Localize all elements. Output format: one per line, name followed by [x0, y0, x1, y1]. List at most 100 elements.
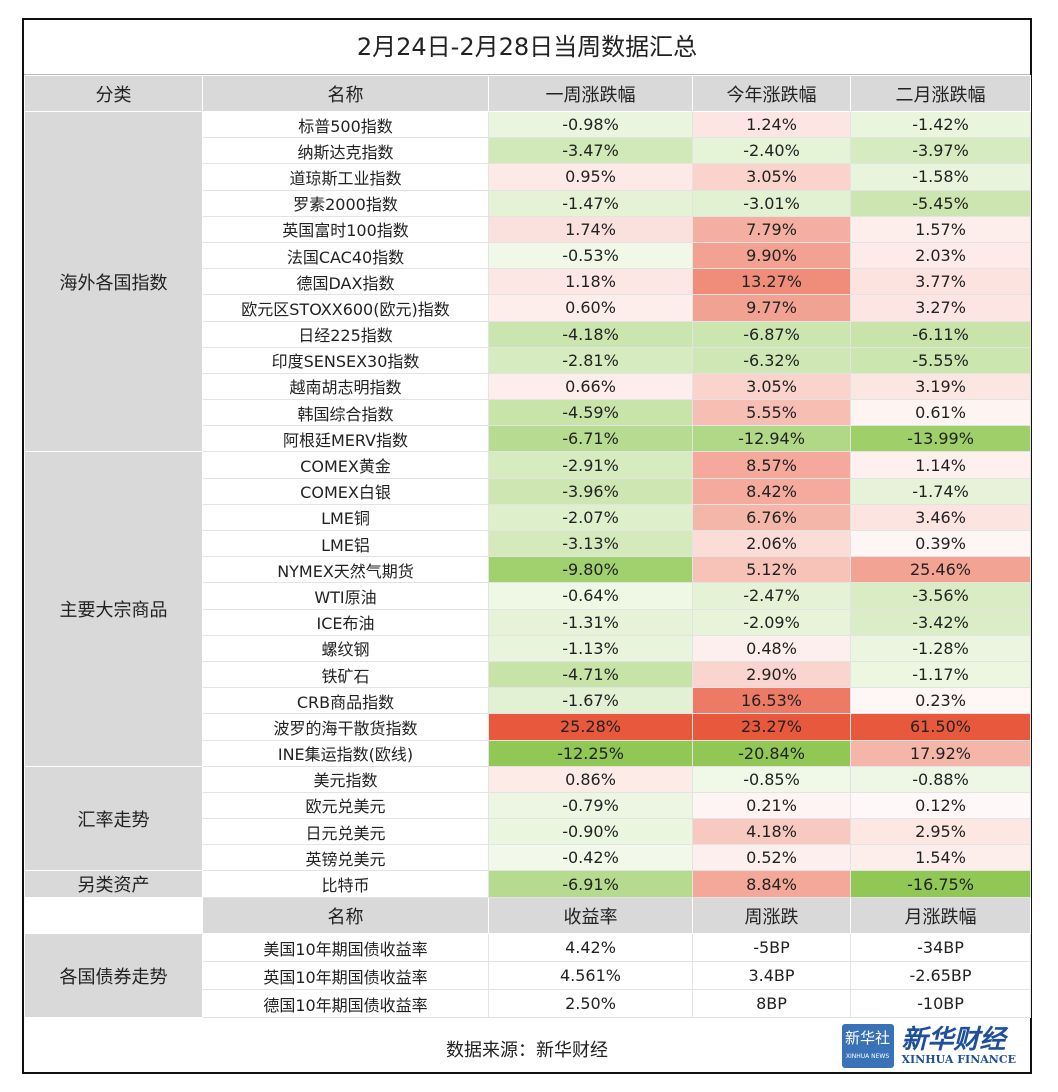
- title: 2月24日-2月28日当周数据汇总: [24, 20, 1030, 75]
- value-cell: 6.76%: [692, 503, 851, 532]
- data-row: 螺纹钢 -1.13% 0.48% -1.28%: [25, 634, 1031, 662]
- data-row: 道琼斯工业指数 0.95% 3.05% -1.58%: [25, 163, 1031, 191]
- value-cell: -6.87%: [692, 320, 851, 348]
- value-cell: 2.90%: [692, 660, 851, 689]
- value-cell: 4.42%: [488, 933, 693, 963]
- value-cell: 25.28%: [488, 713, 693, 741]
- name-cell: 日元兑美元: [202, 818, 489, 846]
- value-cell: -20.84%: [692, 739, 851, 767]
- value-cell: 9.90%: [692, 241, 851, 270]
- value-cell: -0.79%: [488, 791, 693, 820]
- source: 数据来源：新华财经: [446, 1040, 608, 1062]
- data-row: COMEX白银 -3.96% 8.42% -1.74%: [25, 477, 1031, 505]
- name-cell: COMEX黄金: [202, 451, 489, 479]
- name-cell: 纳斯达克指数: [202, 137, 489, 165]
- value-cell: -3.97%: [850, 137, 1031, 165]
- value-cell: 2.95%: [850, 818, 1031, 846]
- logo-text: XINHUA FINANCE: [901, 1053, 1017, 1067]
- value-cell: -16.75%: [850, 870, 1031, 899]
- value-cell: -2.47%: [692, 582, 851, 610]
- logo: 新华社 XINHUA NEWS 新华财经 XINHUA FINANCE: [841, 1024, 1017, 1069]
- value-cell: 3.05%: [692, 372, 851, 401]
- value-cell: -6.11%: [850, 320, 1031, 348]
- value-cell: -1.42%: [850, 110, 1031, 139]
- value-cell: 25.46%: [850, 556, 1031, 584]
- data-row: 另类资产 比特币 -6.91% 8.84% -16.75%: [24, 870, 1031, 899]
- value-cell: -0.64%: [488, 582, 693, 610]
- value-cell: 1.74%: [488, 215, 693, 243]
- value-cell: 1.54%: [850, 844, 1031, 872]
- data-row: 罗素2000指数 -1.47% -3.01% -5.45%: [25, 189, 1031, 217]
- value-cell: 8BP: [692, 989, 851, 1019]
- value-cell: 3.19%: [850, 372, 1031, 401]
- data-row: 纳斯达克指数 -3.47% -2.40% -3.97%: [25, 137, 1031, 165]
- name-cell: 英国10年期国债收益率: [202, 961, 489, 991]
- data-row: 欧元兑美元 -0.79% 0.21% 0.12%: [25, 791, 1031, 820]
- value-cell: -0.53%: [488, 241, 693, 270]
- value-cell: -2.40%: [692, 137, 851, 165]
- value-cell: -0.98%: [488, 110, 693, 139]
- data-row: 法国CAC40指数 -0.53% 9.90% 2.03%: [25, 241, 1031, 270]
- category-cell: 主要大宗商品: [24, 451, 203, 767]
- logo-text: 新华财经: [901, 1025, 1006, 1056]
- value-cell: 8.57%: [692, 451, 851, 479]
- value-cell: -1.74%: [850, 477, 1031, 505]
- value-cell: 7.79%: [692, 215, 851, 243]
- name-cell: INE集运指数(欧线): [202, 739, 489, 767]
- value-cell: 0.61%: [850, 399, 1031, 427]
- data-row: 汇率走势 美元指数 0.86% -0.85% -0.88%: [24, 765, 1031, 872]
- category-cell: 另类资产: [24, 870, 203, 899]
- name-cell: 欧元兑美元: [202, 791, 489, 820]
- header-blank: [24, 897, 203, 935]
- value-cell: 3.05%: [692, 163, 851, 191]
- header-cell: 二月涨跌幅: [850, 75, 1031, 112]
- name-cell: LME铜: [202, 503, 489, 532]
- data-table: 分类 名称 一周涨跌幅 今年涨跌幅 二月涨跌幅 海外各国指数 标普500指数 -0.98% 1.…: [24, 75, 1031, 1019]
- data-row: CRB商品指数 -1.67% 16.53% 0.23%: [25, 687, 1031, 715]
- value-cell: 17.92%: [850, 739, 1031, 767]
- name-cell: 印度SENSEX30指数: [202, 346, 489, 374]
- name-cell: 法国CAC40指数: [202, 241, 489, 270]
- value-cell: 0.66%: [488, 372, 693, 401]
- value-cell: 8.42%: [692, 477, 851, 505]
- name-cell: WTI原油: [202, 582, 489, 610]
- header-cell: 名称: [202, 897, 489, 935]
- bond-row: 英国10年期国债收益率 4.561% 3.4BP -2.65BP: [25, 961, 1031, 991]
- logo-name: 新华财经 XINHUA FINANCE: [902, 1026, 1017, 1066]
- name-cell: COMEX白银: [202, 477, 489, 505]
- value-cell: 2.50%: [488, 989, 693, 1019]
- name-cell: 英国富时100指数: [202, 215, 489, 243]
- name-cell: 欧元区STOXX600(欧元)指数: [202, 294, 489, 322]
- name-cell: 阿根廷MERV指数: [202, 425, 489, 453]
- value-cell: -4.71%: [488, 660, 693, 689]
- data-row: WTI原油 -0.64% -2.47% -3.56%: [25, 582, 1031, 610]
- name-cell: 日经225指数: [202, 320, 489, 348]
- data-row: 主要大宗商品 COMEX黄金 -2.91% 8.57% 1.14%: [24, 451, 1031, 767]
- data-row: 波罗的海干散货指数 25.28% 23.27% 61.50%: [25, 713, 1031, 741]
- value-cell: -12.25%: [488, 739, 693, 767]
- name-cell: 韩国综合指数: [202, 399, 489, 427]
- logo-text: 新华社: [844, 1029, 890, 1048]
- header-cell: 周涨跌: [692, 897, 851, 935]
- name-cell: 德国DAX指数: [202, 268, 489, 296]
- value-cell: -1.17%: [850, 660, 1031, 689]
- data-row: ICE布油 -1.31% -2.09% -3.42%: [25, 608, 1031, 636]
- data-row: 日经225指数 -4.18% -6.87% -6.11%: [25, 320, 1031, 348]
- value-cell: -1.47%: [488, 189, 693, 217]
- value-cell: 23.27%: [692, 713, 851, 741]
- logo-text: XINHUA NEWS: [845, 1053, 890, 1061]
- value-cell: 8.84%: [692, 870, 851, 899]
- data-row: 日元兑美元 -0.90% 4.18% 2.95%: [25, 818, 1031, 846]
- value-cell: -2.65BP: [850, 961, 1031, 991]
- name-cell: 螺纹钢: [202, 634, 489, 662]
- data-row: INE集运指数(欧线) -12.25% -20.84% 17.92%: [25, 739, 1031, 767]
- data-row: 海外各国指数 标普500指数 -0.98% 1.24% -1.42%: [24, 110, 1031, 453]
- value-cell: 3.77%: [850, 268, 1031, 296]
- data-row: 德国DAX指数 1.18% 13.27% 3.77%: [25, 268, 1031, 296]
- logo-badge: 新华社 XINHUA NEWS: [841, 1024, 894, 1069]
- value-cell: 0.39%: [850, 529, 1031, 558]
- value-cell: 3.27%: [850, 294, 1031, 322]
- data-row: 英镑兑美元 -0.42% 0.52% 1.54%: [25, 844, 1031, 872]
- value-cell: -1.67%: [488, 687, 693, 715]
- value-cell: -1.31%: [488, 608, 693, 636]
